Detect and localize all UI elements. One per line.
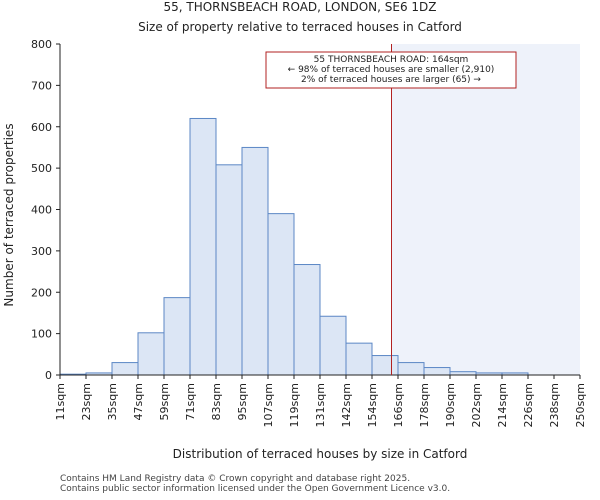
highlight-region <box>391 44 580 375</box>
x-tick-label: 142sqm <box>340 383 353 427</box>
x-tick-label: 59sqm <box>158 383 171 420</box>
annotation-line-1: 55 THORNSBEACH ROAD: 164sqm <box>314 55 469 65</box>
y-tick-label: 600 <box>31 121 52 134</box>
bar-178sqm <box>423 367 451 376</box>
bar-131sqm <box>319 315 347 376</box>
bar-59sqm <box>163 297 191 376</box>
x-tick-label: 202sqm <box>470 383 483 427</box>
bar-154sqm <box>371 355 399 376</box>
y-tick-label: 500 <box>31 162 52 175</box>
x-tick-label: 178sqm <box>418 383 431 427</box>
bar-166sqm <box>397 362 425 376</box>
x-axis-label: Distribution of terraced houses by size … <box>173 447 468 461</box>
chart-title: 55, THORNSBEACH ROAD, LONDON, SE6 1DZ <box>163 0 436 14</box>
x-tick-label: 83sqm <box>210 383 223 420</box>
y-tick-label: 800 <box>31 38 52 51</box>
bar-83sqm <box>215 164 243 376</box>
bar-71sqm <box>189 117 217 376</box>
x-tick-label: 131sqm <box>314 383 327 427</box>
x-tick-label: 11sqm <box>54 383 67 420</box>
plot-area: 0 100 200 300 400 500 600 700 800 11sqm 23sqm 35sqm… <box>31 38 587 427</box>
footer-copyright: Contains HM Land Registry data © Crown c… <box>60 474 411 484</box>
y-tick-label: 300 <box>31 245 52 258</box>
bar-107sqm <box>267 213 295 376</box>
x-tick-label: 47sqm <box>132 383 145 420</box>
y-tick-label: 700 <box>31 79 52 92</box>
y-tick-label: 400 <box>31 204 52 217</box>
x-tick-label: 190sqm <box>444 383 457 427</box>
x-tick-label: 107sqm <box>262 383 275 427</box>
x-tick-label: 119sqm <box>288 383 301 427</box>
annotation-line-3: 2% of terraced houses are larger (65) → <box>301 75 481 85</box>
x-tick-label: 226sqm <box>522 383 535 427</box>
x-tick-label: 71sqm <box>184 383 197 420</box>
y-axis-label: Number of terraced properties <box>2 123 16 306</box>
x-tick-label: 154sqm <box>366 383 379 427</box>
chart-subtitle: Size of property relative to terraced ho… <box>138 20 462 34</box>
footer-licence: Contains public sector information licen… <box>60 484 451 494</box>
y-tick-label: 200 <box>31 286 52 299</box>
bar-47sqm <box>137 332 165 376</box>
bar-35sqm <box>111 362 139 376</box>
x-tick-label: 214sqm <box>496 383 509 427</box>
y-tick-label: 0 <box>45 369 52 382</box>
y-tick-label: 100 <box>31 328 52 341</box>
bar-142sqm <box>345 342 373 376</box>
bar-95sqm <box>241 146 269 376</box>
x-tick-label: 250sqm <box>574 383 587 427</box>
x-tick-label: 23sqm <box>80 383 93 420</box>
annotation-box <box>265 51 517 89</box>
x-tick-label: 35sqm <box>106 383 119 420</box>
x-tick-label: 166sqm <box>392 383 405 427</box>
annotation-line-2: ← 98% of terraced houses are smaller (2,… <box>288 65 495 75</box>
x-tick-label: 238sqm <box>548 383 561 427</box>
bar-119sqm <box>293 264 321 376</box>
x-tick-label: 95sqm <box>236 383 249 420</box>
